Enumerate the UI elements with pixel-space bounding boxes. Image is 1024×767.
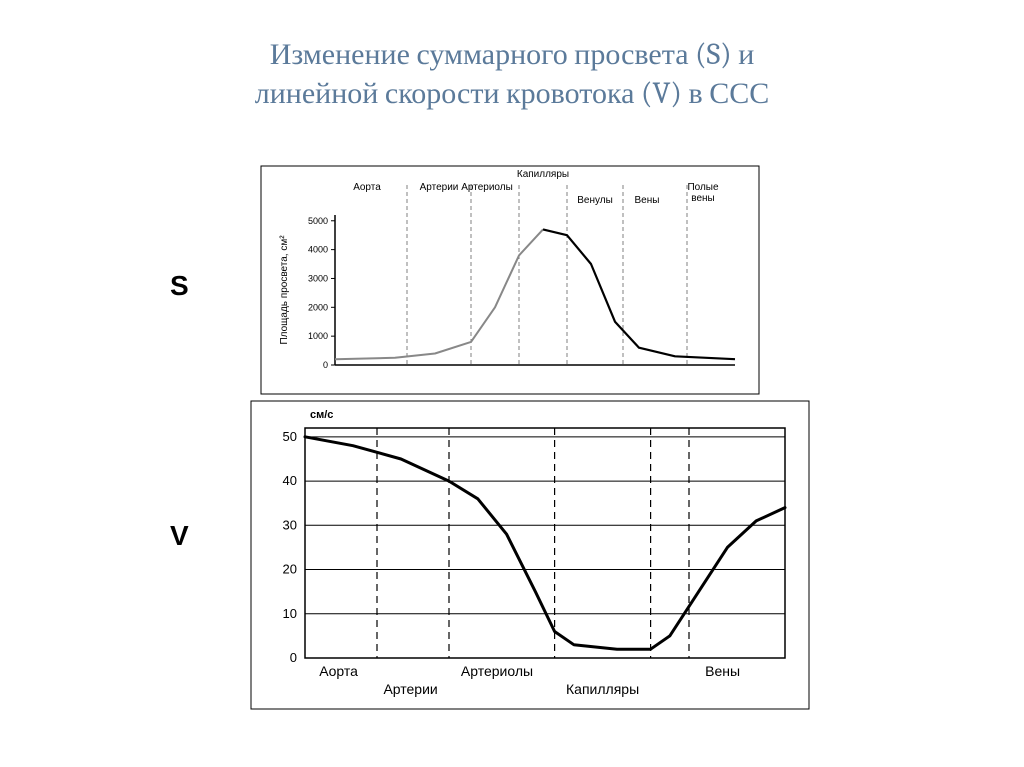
svg-text:Артерии: Артерии bbox=[420, 182, 459, 193]
svg-text:30: 30 bbox=[283, 517, 297, 532]
svg-text:Аорта: Аорта bbox=[353, 182, 381, 193]
svg-text:10: 10 bbox=[283, 606, 297, 621]
svg-text:20: 20 bbox=[283, 562, 297, 577]
svg-text:50: 50 bbox=[283, 429, 297, 444]
svg-text:Вены: Вены bbox=[705, 663, 740, 679]
title-line-2: линейной скорости кровотока (V) в ССС bbox=[255, 76, 770, 111]
svg-text:см/с: см/с bbox=[310, 409, 333, 421]
svg-text:Капилляры: Капилляры bbox=[566, 681, 639, 697]
svg-text:Полые: Полые bbox=[687, 182, 719, 193]
chart-s-container: 0 1000 2000 3000 4000 5000 Площадь просвета, с… bbox=[260, 165, 760, 395]
svg-text:Артериолы: Артериолы bbox=[461, 182, 513, 193]
side-label-v: V bbox=[170, 520, 189, 552]
svg-text:Капилляры: Капилляры bbox=[517, 169, 569, 180]
svg-text:3000: 3000 bbox=[308, 273, 328, 283]
title-line-1: Изменение суммарного просвета (S) и bbox=[270, 37, 755, 72]
svg-text:вены: вены bbox=[691, 193, 714, 204]
page-title: Изменение суммарного просвета (S) и лине… bbox=[0, 0, 1024, 113]
svg-text:Артерии: Артерии bbox=[383, 681, 437, 697]
side-label-s: S bbox=[170, 270, 189, 302]
svg-text:2000: 2000 bbox=[308, 302, 328, 312]
chart-v-container: 0 10 20 30 40 50 см/с Аорта Артерии Артериолы Капи… bbox=[250, 400, 810, 710]
svg-text:Площадь просвета, см²: Площадь просвета, см² bbox=[279, 235, 290, 345]
svg-text:Венулы: Венулы bbox=[577, 195, 613, 206]
svg-text:40: 40 bbox=[283, 473, 297, 488]
svg-text:1000: 1000 bbox=[308, 331, 328, 341]
svg-text:5000: 5000 bbox=[308, 216, 328, 226]
svg-text:4000: 4000 bbox=[308, 245, 328, 255]
svg-text:0: 0 bbox=[290, 650, 297, 665]
svg-text:0: 0 bbox=[323, 360, 328, 370]
svg-text:Артериолы: Артериолы bbox=[461, 663, 533, 679]
svg-text:Аорта: Аорта bbox=[319, 663, 358, 679]
svg-text:Вены: Вены bbox=[635, 195, 660, 206]
